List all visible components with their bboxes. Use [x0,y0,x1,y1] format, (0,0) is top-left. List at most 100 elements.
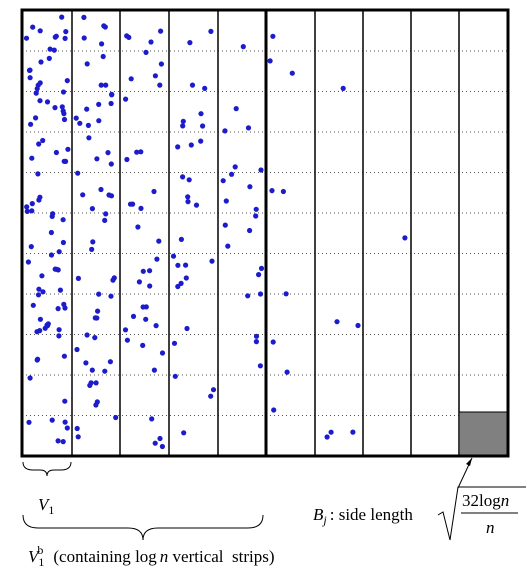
point [59,104,65,110]
point [60,239,66,246]
point [94,156,100,162]
point [35,82,41,88]
point [101,23,107,29]
point [184,325,190,332]
point [63,29,69,35]
point [103,82,109,88]
point [44,99,51,105]
point [56,327,62,333]
point [175,144,181,150]
point [54,266,60,272]
point [40,289,46,295]
point [157,435,163,442]
point [159,350,166,356]
numerator-log: 32log [462,491,501,510]
point [189,82,196,88]
point [108,100,114,107]
point [25,259,31,265]
point [26,419,32,425]
arrow-head [466,458,472,466]
point [147,283,153,289]
superscript: b [37,543,43,557]
note-log: log [135,547,157,566]
point [124,156,130,163]
point [284,369,290,375]
point [257,363,263,369]
subscript: j [321,513,327,527]
point [185,199,191,205]
point [23,35,30,41]
point [280,188,286,195]
point [108,161,114,167]
brace-v1b [22,514,264,541]
point [37,194,43,200]
point [30,302,36,308]
point [37,28,43,34]
point [186,177,192,183]
point [130,313,137,319]
point [102,368,108,374]
point [289,70,295,76]
subscript: 1 [48,503,54,517]
point [57,287,64,293]
label-v1b: V1b (containing log n vertical strips) [28,543,275,569]
point [271,407,277,413]
point [87,382,93,388]
point [84,61,90,67]
point [223,198,229,204]
point [33,90,39,96]
point [157,82,163,88]
denominator: n [486,518,495,537]
point [61,116,68,123]
point [29,155,35,161]
point [270,33,276,39]
point [107,359,113,365]
point [36,141,42,147]
point [48,252,55,258]
symbol: V [28,547,41,566]
point [209,258,215,264]
point [48,229,55,236]
point [29,201,35,207]
point [178,236,184,242]
numerator: 32logn [462,491,509,510]
point [26,67,33,73]
point [28,244,34,250]
point [210,387,217,393]
numerator-var: n [501,491,510,510]
right-block [264,8,510,458]
point [183,262,189,268]
point [24,208,30,214]
point [96,118,102,124]
point [84,332,90,338]
point [267,58,273,64]
point [245,125,252,131]
point [151,188,157,195]
point [257,291,264,297]
point [36,286,42,292]
point [34,329,40,335]
point [154,256,160,262]
point [180,174,186,180]
point [138,205,144,211]
point [188,142,194,148]
point [183,275,189,281]
point [180,123,186,129]
point [158,61,164,67]
point [334,319,340,325]
point [151,367,157,373]
point [60,439,66,445]
point [106,192,112,198]
point [49,417,55,423]
point [220,178,226,184]
point [56,249,62,255]
point [208,28,214,34]
point [140,342,146,348]
note-var: n [160,547,169,566]
point [42,325,48,331]
point [198,111,204,117]
point [103,211,109,217]
point [52,34,58,40]
subscript: 1 [38,555,44,569]
